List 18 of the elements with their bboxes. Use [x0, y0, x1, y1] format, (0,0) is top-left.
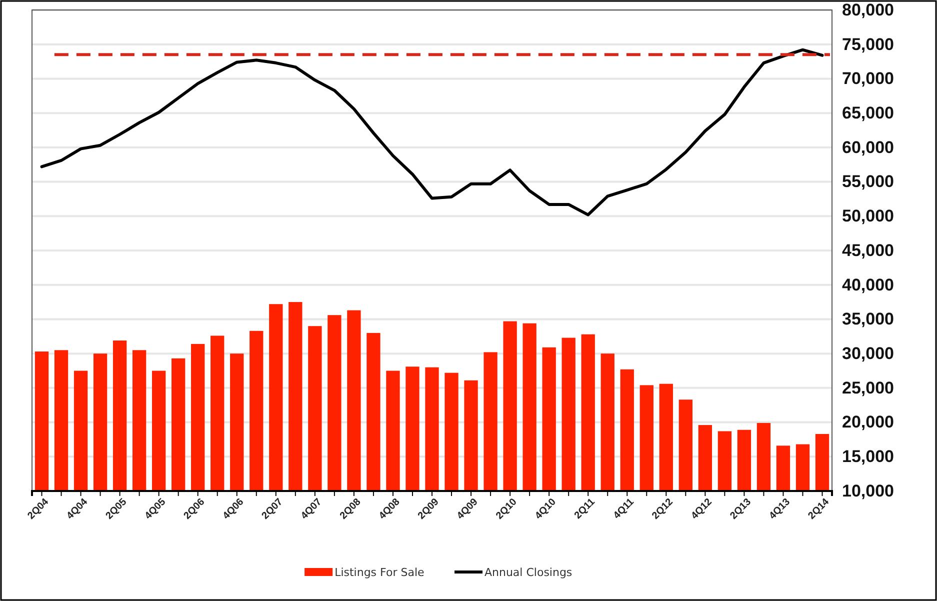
y-tick-label: 20,000: [842, 412, 894, 432]
y-tick-label: 30,000: [842, 344, 894, 364]
y-tick-label: 50,000: [842, 206, 894, 226]
y-tick-label: 15,000: [842, 447, 894, 466]
y-tick-label: 40,000: [842, 275, 894, 294]
y-tick-label: 75,000: [842, 34, 894, 54]
y-tick-label: 25,000: [842, 378, 894, 398]
y-tick-label: 80,000: [842, 0, 894, 20]
y-tick-label: 60,000: [842, 138, 894, 157]
legend-label: Annual Closings: [484, 566, 572, 579]
y-tick-label: 35,000: [842, 310, 894, 329]
line-series: [40, 48, 824, 216]
y-tick-label: 10,000: [842, 481, 894, 500]
y-tick-label: 45,000: [842, 240, 894, 260]
y-tick-label: 65,000: [842, 104, 894, 123]
y-tick-label: 55,000: [842, 172, 894, 192]
y-tick-label: 70,000: [842, 69, 894, 88]
legend-label: Listings For Sale: [334, 566, 424, 579]
